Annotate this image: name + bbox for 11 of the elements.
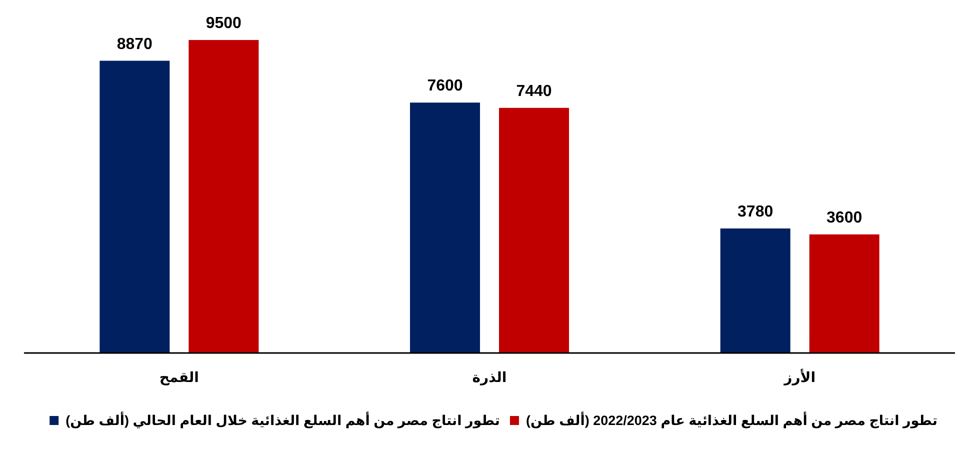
legend-label: تطور انتاج مصر من أهم السلع الغذائية عام 2022/2023 (ألف طن) bbox=[526, 411, 938, 429]
x-tick-label: الذرة bbox=[472, 369, 507, 386]
data-label: 3600 bbox=[826, 209, 862, 226]
data-label: 3780 bbox=[738, 203, 774, 220]
x-tick-label: القمح bbox=[159, 369, 199, 386]
data-label: 7600 bbox=[427, 78, 463, 95]
x-tick-label: الأرز bbox=[783, 368, 816, 386]
data-label: 8870 bbox=[116, 36, 153, 53]
data-label: 7440 bbox=[516, 82, 552, 100]
legend-label: تطور انتاج مصر من أهم السلع الغذائية خلال العام الحالي (ألف طن) bbox=[66, 411, 500, 429]
data-label: 9500 bbox=[206, 15, 242, 32]
